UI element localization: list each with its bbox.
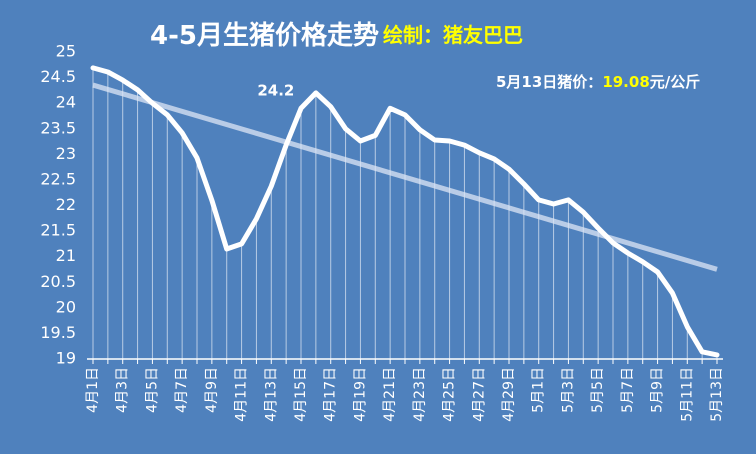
price-line [90,65,720,358]
y-tick-label: 20.5 [40,272,76,291]
x-tick-label: 4月3日 [115,367,131,413]
data-label: 24.2 [257,81,294,99]
y-tick-label: 23 [56,144,76,163]
x-tick-label: 5月11日 [679,367,695,422]
y-tick-label: 25 [56,42,76,61]
note-prefix: 5月13日猪价： [496,73,602,91]
y-tick-label: 23.5 [40,118,76,137]
price-note: 5月13日猪价：19.08元/公斤 [496,73,700,91]
y-tick-label: 21 [56,246,76,265]
x-tick-label: 5月7日 [620,367,636,413]
y-tick-label: 22 [56,195,76,214]
note-value: 19.08 [602,73,649,91]
x-tick-label: 4月11日 [234,367,250,422]
x-tick-label: 5月5日 [590,367,606,413]
y-tick-label: 19.5 [40,323,76,342]
x-tick-label: 4月17日 [323,367,339,422]
y-tick-label: 22.5 [40,169,76,188]
x-tick-label: 4月23日 [412,367,428,422]
x-tick-label: 4月5日 [144,367,160,413]
note-unit: 元/公斤 [650,73,700,91]
chart-title: 4-5月生猪价格走势 绘制：猪友巴巴 [150,20,523,51]
x-tick-label: 5月9日 [650,367,666,413]
x-tick-label: 4月27日 [471,367,487,422]
x-tick-label: 5月3日 [560,367,576,413]
y-tick-label: 20 [56,297,76,316]
x-tick-label: 5月1日 [531,367,547,413]
y-tick-label: 19 [56,349,76,368]
x-tick-label: 4月29日 [501,367,517,422]
x-tick-label: 4月21日 [382,367,398,422]
x-tick-label: 4月1日 [85,367,101,413]
x-tick-label: 4月9日 [204,367,220,413]
credit: 绘制：猪友巴巴 [383,23,523,47]
x-tick-label: 4月25日 [442,367,458,422]
x-tick-label: 4月7日 [174,367,190,413]
x-tick-label: 5月13日 [709,367,725,422]
x-tick-label: 4月19日 [352,367,368,422]
y-tick-label: 24.5 [40,67,76,86]
x-tick-label: 4月15日 [293,367,309,422]
trendline [92,82,718,272]
x-tick-label: 4月13日 [263,367,279,422]
title: 4-5月生猪价格走势 [150,20,379,51]
y-tick-label: 21.5 [40,221,76,240]
y-tick-label: 24 [56,93,76,112]
